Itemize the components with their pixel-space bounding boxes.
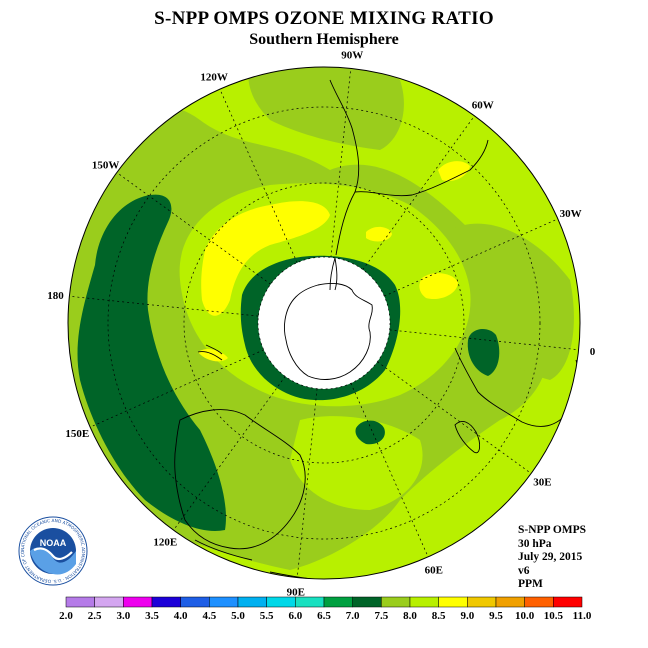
longitude-label-60e: 60E — [425, 565, 443, 577]
colorbar-tick-4.5: 4.5 — [202, 610, 216, 620]
contour-7.5-east — [450, 223, 574, 380]
meridian-150w — [116, 172, 271, 285]
meridian-120w — [219, 88, 298, 263]
colorbar-tick-3.0: 3.0 — [116, 610, 130, 620]
contour-8.5-a — [201, 201, 330, 316]
colorbar-cell-4.0 — [180, 596, 210, 608]
coastlines — [174, 79, 580, 579]
meridians — [69, 68, 579, 578]
colorbar-cell-6.0 — [295, 596, 325, 608]
colorbar-tick-5.0: 5.0 — [231, 610, 245, 620]
meridian-30e — [377, 361, 532, 474]
contour-8.5-b — [366, 226, 392, 242]
contour-7.0-west — [77, 194, 226, 531]
indonesia-coastline — [194, 539, 321, 579]
colorbar: 2.0 2.5 3.0 3.5 4.0 4.5 5.0 5.5 6.0 6.5 7.0 7.5 8.0 8… — [59, 596, 592, 620]
colorbar-cell-5.0 — [237, 596, 267, 608]
colorbar-cell-4.5 — [209, 596, 239, 608]
colorbar-cell-7.5 — [381, 596, 411, 608]
info-version: v6 — [518, 564, 530, 577]
longitude-label-120e: 120E — [153, 536, 177, 548]
map-title: S-NPP OMPS OZONE MIXING RATIO — [154, 8, 494, 29]
colorbar-tick-11.0: 11.0 — [573, 610, 592, 620]
contour-8.5-c — [419, 273, 458, 300]
info-units: PPM — [518, 578, 543, 590]
polar-no-data-region — [258, 257, 390, 389]
meridian-90e — [296, 388, 318, 578]
colorbar-cell-8.0 — [409, 596, 439, 608]
contour-7.0-south — [355, 420, 385, 445]
madagascar-coastline — [454, 421, 481, 454]
meridian-90w — [330, 68, 352, 258]
colorbar-tick-3.5: 3.5 — [145, 610, 159, 620]
latitude-circle-1 — [257, 256, 391, 390]
colorbar-tick-5.5: 5.5 — [260, 610, 274, 620]
info-block: S-NPP OMPS 30 hPa July 29, 2015 v6 PPM — [518, 524, 586, 592]
info-pressure: 30 hPa — [518, 537, 552, 550]
new-zealand-coastline — [197, 344, 223, 361]
meridian-60w — [362, 115, 475, 270]
colorbar-cell-3.0 — [123, 596, 153, 608]
colorbar-tick-8.0: 8.0 — [403, 610, 417, 620]
colorbar-cell-9.5 — [495, 596, 525, 608]
longitude-label-0: 0 — [590, 346, 596, 358]
longitude-label-30w: 30W — [560, 208, 582, 220]
longitude-labels: 90W 60W 30W 0 30E 60E 90E 120E 150E 180 150W 120W — [47, 49, 596, 598]
colorbar-tick-4.0: 4.0 — [174, 610, 188, 620]
colorbar-tick-6.5: 6.5 — [317, 610, 331, 620]
longitude-label-60w: 60W — [472, 100, 494, 112]
colorbar-cell-5.5 — [266, 596, 296, 608]
colorbar-cell-10.5 — [553, 596, 583, 608]
contour-7.0-east — [467, 328, 500, 376]
meridian-30w — [384, 218, 559, 297]
latitude-circle-2 — [183, 182, 465, 464]
info-product: S-NPP OMPS — [518, 524, 587, 536]
colorbar-tick-9.0: 9.0 — [460, 610, 474, 620]
latitude-circle-3 — [107, 106, 541, 540]
longitude-label-120w: 120W — [200, 71, 228, 83]
longitude-label-90w: 90W — [341, 49, 363, 61]
australia-coastline — [174, 409, 306, 550]
info-date: July 29, 2015 — [518, 551, 583, 563]
colorbar-tick-10.5: 10.5 — [544, 610, 564, 620]
contour-8.5-d — [438, 161, 470, 182]
colorbar-tick-8.5: 8.5 — [432, 610, 446, 620]
colorbar-cell-7.0 — [352, 596, 382, 608]
meridian-0 — [389, 329, 579, 351]
longitude-label-150e: 150E — [65, 428, 89, 440]
longitude-label-90e: 90E — [287, 587, 305, 599]
noaa-logo: NATIONAL OCEANIC AND ATMOSPHERIC ADMINIS… — [18, 516, 88, 586]
colorbar-cell-9.0 — [467, 596, 497, 608]
colorbar-tick-10.0: 10.0 — [515, 610, 535, 620]
longitude-label-180: 180 — [47, 290, 64, 302]
longitude-label-30e: 30E — [533, 477, 551, 489]
colorbar-cell-2.0 — [65, 596, 95, 608]
colorbar-tick-2.5: 2.5 — [88, 610, 102, 620]
colorbar-tick-9.5: 9.5 — [489, 610, 503, 620]
colorbar-cell-8.5 — [438, 596, 468, 608]
contour-8.0-south — [290, 416, 423, 510]
map-subtitle: Southern Hemisphere — [249, 31, 399, 48]
meridian-180 — [69, 295, 259, 317]
south-america-coastline — [329, 79, 489, 256]
colorbar-cell-3.5 — [151, 596, 181, 608]
colorbar-cell-2.5 — [94, 596, 124, 608]
colorbar-tick-7.0: 7.0 — [346, 610, 360, 620]
meridian-60e — [350, 383, 429, 558]
graticule — [107, 106, 541, 540]
map-border — [67, 66, 581, 580]
logo-text: NOAA — [40, 538, 67, 548]
longitude-label-150w: 150W — [92, 159, 120, 171]
meridian-150e — [89, 349, 264, 428]
colorbar-cell-10.0 — [524, 596, 554, 608]
meridian-120e — [173, 376, 286, 531]
colorbar-tick-2.0: 2.0 — [59, 610, 73, 620]
colorbar-cell-6.5 — [323, 596, 353, 608]
colorbar-tick-7.5: 7.5 — [374, 610, 388, 620]
colorbar-tick-6.0: 6.0 — [288, 610, 302, 620]
contour-7.5-north — [248, 67, 404, 150]
